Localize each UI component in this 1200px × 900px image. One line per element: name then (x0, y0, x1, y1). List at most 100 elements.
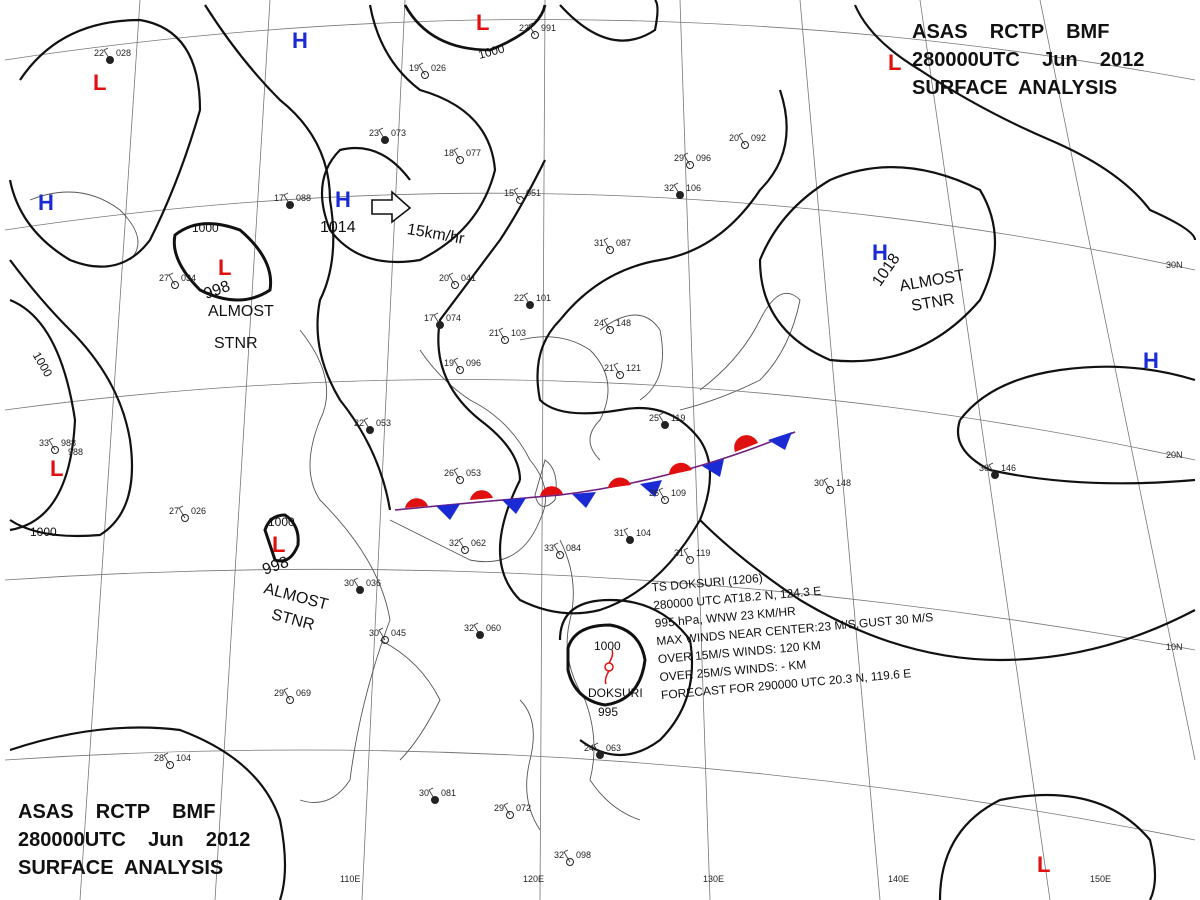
low-south-value: 998 (260, 554, 291, 579)
station-pressure: 096 (466, 358, 481, 368)
station-plot: 20 092 (729, 132, 766, 149)
station-circle-icon (51, 446, 59, 454)
station-plot: 33 084 (544, 542, 581, 559)
station-circle-icon (456, 366, 464, 374)
station-plot: 15 051 (504, 187, 541, 204)
lon-label-130e: 130E (703, 874, 724, 884)
station-plot: 30 148 (814, 477, 851, 494)
station-circle-icon (381, 136, 389, 144)
station-temp: 22 (519, 23, 529, 33)
low-north-letter: L (476, 10, 489, 35)
station-pressure: 104 (176, 753, 191, 763)
header-top: ASAS RCTP BMF 280000UTC Jun 2012 SURFACE… (912, 21, 1144, 99)
motion-speed: 15km/hr (406, 221, 467, 248)
station-plot: 24 148 (594, 317, 631, 334)
station-temp: 18 (444, 148, 454, 158)
header-top-line3: SURFACE ANALYSIS (912, 77, 1117, 99)
station-temp: 21 (604, 363, 614, 373)
isobars (8, 0, 1197, 900)
station-plot: 21 121 (604, 362, 641, 379)
pressure-systems: H H H 1014 H 1018 H L L L L 998 L 988 L … (38, 10, 1159, 877)
station-temp: 29 (274, 688, 284, 698)
station-circle-icon (516, 196, 524, 204)
station-circle-icon (676, 191, 684, 199)
warm-front-bumps (405, 435, 758, 508)
station-plot: 22 101 (514, 292, 551, 309)
station-plot: 17 074 (424, 312, 461, 329)
station-circle-icon (366, 426, 374, 434)
cold-front-barbs (436, 432, 792, 520)
station-circle-icon (356, 586, 364, 594)
station-circle-icon (661, 496, 669, 504)
station-circle-icon (826, 486, 834, 494)
station-temp: 32 (464, 623, 474, 633)
station-plot: 24 063 (584, 742, 621, 759)
station-pressure: 148 (616, 318, 631, 328)
station-circle-icon (686, 556, 694, 564)
station-pressure: 036 (366, 578, 381, 588)
station-plot: 22 991 (519, 22, 556, 39)
station-circle-icon (286, 696, 294, 704)
station-plot: 32 060 (464, 622, 501, 639)
station-plot: 20 041 (439, 272, 476, 289)
station-temp: 31 (614, 528, 624, 538)
station-temp: 29 (674, 153, 684, 163)
high-center-value: 1014 (320, 219, 356, 236)
isobar-label-e: 1000 (268, 515, 295, 529)
station-circle-icon (431, 796, 439, 804)
station-pressure: 063 (606, 743, 621, 753)
station-pressure: 088 (296, 193, 311, 203)
station-plot: 22 028 (94, 47, 131, 64)
station-temp: 19 (444, 358, 454, 368)
station-circle-icon (456, 156, 464, 164)
station-circle-icon (606, 246, 614, 254)
header-bottom-line2: 280000UTC Jun 2012 (18, 829, 250, 851)
almost-stnr-3-line1: ALMOST (898, 267, 966, 295)
header-top-line2: 280000UTC Jun 2012 (912, 49, 1144, 71)
lat-label-30n: 30N (1166, 260, 1183, 270)
station-pressure: 148 (836, 478, 851, 488)
station-circle-icon (661, 421, 669, 429)
low-west-value: 988 (68, 447, 83, 457)
station-circle-icon (451, 281, 459, 289)
station-circle-icon (476, 631, 484, 639)
station-pressure: 077 (466, 148, 481, 158)
station-plot: 31 119 (674, 547, 710, 564)
station-temp: 24 (584, 743, 594, 753)
station-plot: 18 077 (444, 147, 481, 164)
station-pressure: 053 (466, 468, 481, 478)
low-se-letter: L (1037, 852, 1050, 877)
coastlines (29, 191, 801, 831)
header-bottom-line3: SURFACE ANALYSIS (18, 857, 223, 879)
station-plot: 21 103 (489, 327, 526, 344)
station-temp: 19 (409, 63, 419, 73)
station-plot: 32 106 (664, 182, 701, 199)
typhoon-icon (604, 649, 614, 685)
almost-stnr-2-line1: ALMOST (262, 580, 330, 614)
station-circle-icon (461, 546, 469, 554)
station-circle-icon (626, 536, 634, 544)
low-mid-letter: L (218, 255, 231, 280)
station-pressure: 069 (296, 688, 311, 698)
station-temp: 33 (39, 438, 49, 448)
station-circle-icon (501, 336, 509, 344)
station-plot: 26 109 (649, 487, 686, 504)
station-circle-icon (556, 551, 564, 559)
station-pressure: 060 (486, 623, 501, 633)
station-pressure: 988 (61, 438, 76, 448)
header-bottom-line1: ASAS RCTP BMF (18, 801, 215, 823)
station-temp: 25 (649, 413, 659, 423)
station-temp: 17 (274, 193, 284, 203)
stationary-front (394, 431, 796, 520)
station-circle-icon (421, 71, 429, 79)
lon-label-140e: 140E (888, 874, 909, 884)
station-pressure: 072 (516, 803, 531, 813)
station-pressure: 119 (696, 548, 710, 558)
almost-stnr-3-line2: STNR (910, 291, 956, 315)
station-temp: 28 (154, 753, 164, 763)
graticule-labels: 30N 20N 10N 110E 120E 130E 140E 150E (340, 260, 1183, 884)
high-far-east-letter: H (1143, 348, 1159, 373)
station-plot: 31 087 (594, 237, 631, 254)
isobar-label-b: 1000 (477, 41, 507, 62)
almost-stnr-2-line2: STNR (270, 606, 316, 634)
